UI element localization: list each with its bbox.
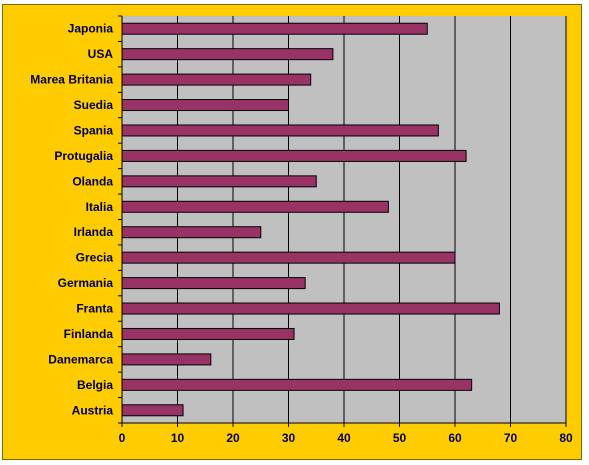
bar	[121, 353, 212, 366]
category-label: Spania	[74, 123, 114, 137]
x-tick-label: 20	[226, 431, 240, 445]
x-tick-label: 70	[504, 431, 518, 445]
category-label: Finlanda	[64, 327, 114, 341]
category-label: Irlanda	[74, 225, 114, 239]
category-label: Austria	[72, 403, 114, 417]
bar	[121, 277, 306, 290]
bar	[121, 22, 428, 35]
bar	[121, 48, 334, 61]
x-tick-label: 10	[171, 431, 185, 445]
category-label: Danemarca	[48, 352, 113, 366]
category-label: Germania	[58, 276, 114, 290]
category-label: Belgia	[77, 378, 113, 392]
bar	[121, 404, 184, 417]
bar	[121, 99, 289, 112]
category-label: Suedia	[74, 98, 114, 112]
category-label: Protugalia	[54, 149, 113, 163]
x-tick-label: 50	[393, 431, 407, 445]
bar	[121, 200, 389, 213]
x-tick-label: 0	[119, 431, 126, 445]
category-label: Grecia	[76, 251, 114, 265]
bar	[121, 124, 439, 137]
x-tick-label: 80	[559, 431, 573, 445]
category-label: Olanda	[72, 174, 113, 188]
x-tick-label: 40	[337, 431, 351, 445]
bar	[121, 327, 295, 340]
bar	[121, 302, 500, 315]
bar-chart: 0 10 20 30 40 50 60 70 80 Japonia USA Marea Britani…	[30, 15, 573, 445]
category-label: Franta	[76, 302, 113, 316]
bar	[121, 251, 456, 264]
bar	[121, 175, 317, 188]
category-label: Japonia	[68, 22, 114, 36]
bar	[121, 73, 312, 86]
category-label: Marea Britania	[30, 73, 113, 87]
bar	[121, 149, 467, 162]
x-tick-label: 60	[448, 431, 462, 445]
bar	[121, 226, 262, 239]
chart-frame: 0 10 20 30 40 50 60 70 80 Japonia USA Marea Britani…	[2, 4, 582, 460]
bar	[121, 378, 473, 391]
x-tick-label: 30	[282, 431, 296, 445]
category-label: Italia	[86, 200, 114, 214]
category-label: USA	[88, 47, 114, 61]
